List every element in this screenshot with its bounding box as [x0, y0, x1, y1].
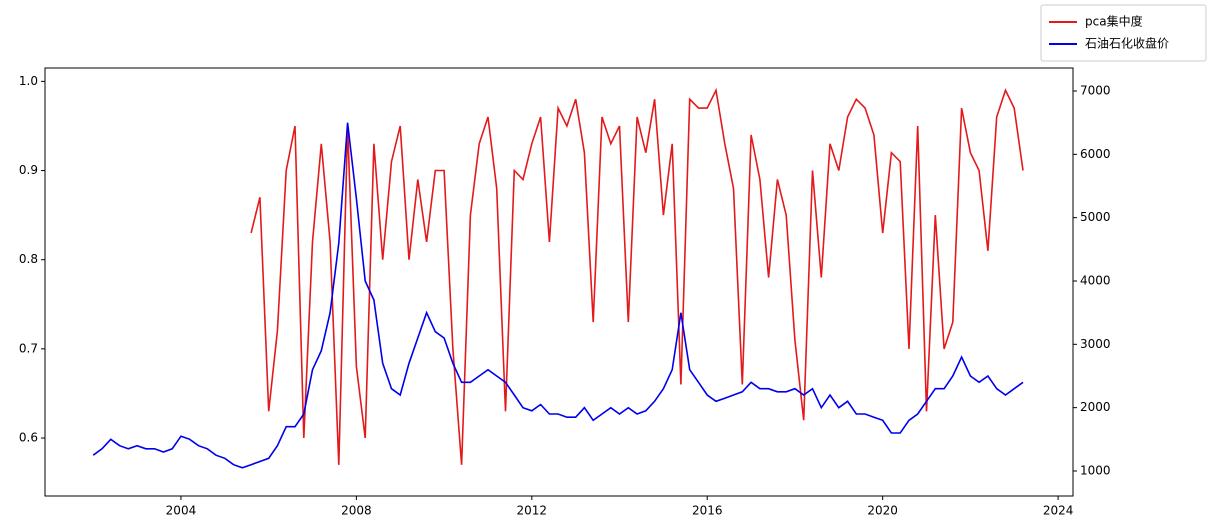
y2-tick-label: 4000 [1080, 273, 1111, 287]
legend-box [1040, 4, 1207, 62]
y-tick-label: 0.9 [19, 163, 38, 177]
y2-tick-label: 2000 [1080, 400, 1111, 414]
y-tick-label: 1.0 [19, 74, 38, 88]
y2-tick-label: 7000 [1080, 83, 1111, 97]
y2-tick-label: 6000 [1080, 147, 1111, 161]
series-line [92, 122, 1024, 469]
y2-tick-label: 3000 [1080, 337, 1111, 351]
legend-label: 石油石化收盘价 [1085, 36, 1169, 51]
x-tick-label: 2020 [867, 504, 898, 518]
y-tick-label: 0.8 [19, 252, 38, 266]
y2-tick-label: 1000 [1080, 463, 1111, 477]
y-tick-label: 0.7 [19, 341, 38, 355]
x-tick-label: 2012 [517, 504, 548, 518]
x-tick-label: 2024 [1043, 504, 1074, 518]
plot-frame [44, 67, 1074, 497]
x-tick-label: 2004 [166, 504, 197, 518]
legend-label: pca集中度 [1085, 14, 1143, 29]
x-tick-label: 2016 [692, 504, 723, 518]
y2-tick-label: 5000 [1080, 210, 1111, 224]
series-line [250, 87, 1024, 465]
y-tick-label: 0.6 [19, 431, 38, 445]
x-tick-label: 2008 [341, 504, 372, 518]
